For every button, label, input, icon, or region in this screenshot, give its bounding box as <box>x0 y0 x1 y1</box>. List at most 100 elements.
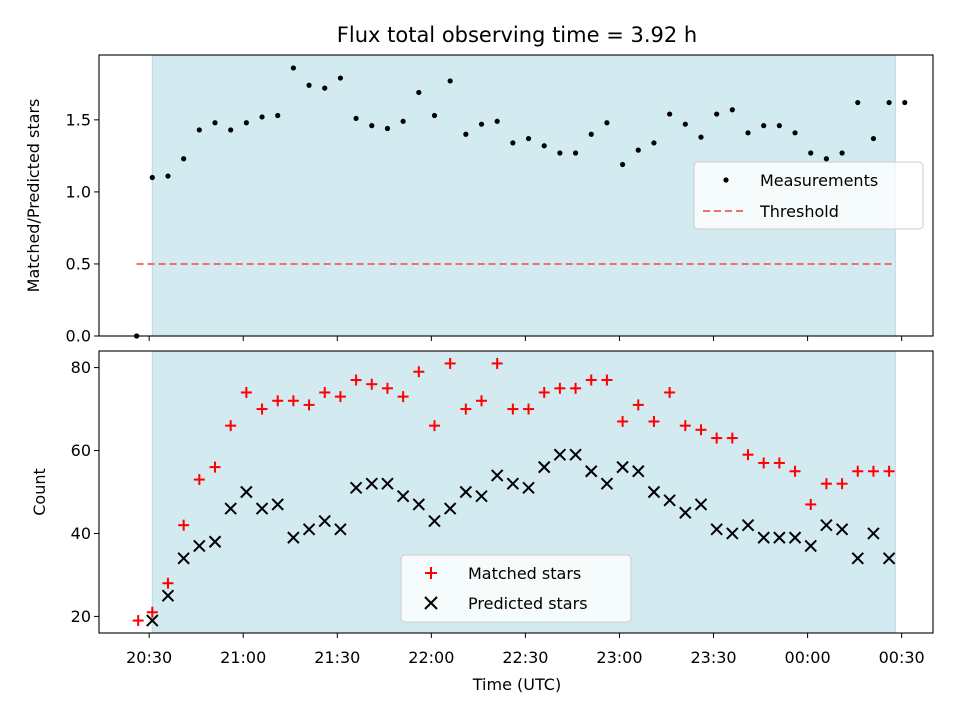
matched-star-point <box>178 519 190 531</box>
top-x-axis-ticks <box>148 336 903 341</box>
bottom-xtick-label: 20:30 <box>126 648 172 667</box>
matched-star-point <box>381 382 393 394</box>
measurement-point <box>165 173 171 179</box>
measurement-point <box>384 125 391 132</box>
predicted-star-point <box>835 523 849 536</box>
predicted-star-point <box>616 460 629 474</box>
predicted-star-point <box>412 498 426 511</box>
bottom-xtick-label: 22:30 <box>502 648 548 667</box>
matched-star-point <box>319 386 331 398</box>
predicted-star-point <box>161 589 175 602</box>
measurement-point <box>714 111 720 117</box>
measurement-point <box>761 123 767 129</box>
predicted-star-point <box>522 481 535 495</box>
matched-star-point <box>836 478 848 490</box>
legend-threshold-label: Threshold <box>759 202 839 221</box>
matched-star-point <box>272 395 284 407</box>
measurement-point <box>886 99 892 106</box>
measurement-point <box>870 135 877 142</box>
measurement-point <box>823 156 829 162</box>
measurement-point <box>149 174 155 181</box>
bottom-ytick-label: 20 <box>71 607 91 626</box>
matched-star-point <box>711 432 723 444</box>
matched-star-point <box>225 420 237 432</box>
measurement-point <box>808 150 814 156</box>
matched-star-point <box>758 457 770 469</box>
predicted-star-point <box>334 523 347 536</box>
top-y-axis-label: Matched/Predicted stars <box>24 99 43 293</box>
measurement-point <box>698 134 704 140</box>
bottom-xtick-label: 23:30 <box>690 648 736 667</box>
measurement-point <box>275 112 281 119</box>
legend-matched-label: Matched stars <box>468 564 581 583</box>
bottom-ytick-label: 60 <box>71 441 91 460</box>
matched-star-point <box>413 366 425 378</box>
measurement-point <box>259 114 265 120</box>
bottom-y-axis-label: Count <box>30 468 49 516</box>
measurement-point <box>525 135 532 142</box>
predicted-star-point <box>882 552 896 565</box>
measurement-point <box>635 147 641 153</box>
bottom-x-axis-ticks: 20:30 21:00 21:30 22:00 22:30 23:00 23:30 00:00… <box>126 633 925 667</box>
measurement-point <box>604 120 610 126</box>
measurement-point <box>228 127 234 133</box>
matched-star-point <box>570 382 582 394</box>
matched-star-point <box>444 357 456 369</box>
measurement-point <box>400 118 406 124</box>
matched-star-point <box>287 395 299 407</box>
measurement-point <box>322 85 328 91</box>
matched-star-point <box>256 403 268 415</box>
top-ytick-label: 0.5 <box>66 254 91 273</box>
matched-star-point <box>820 478 832 490</box>
predicted-star-point <box>679 506 692 519</box>
measurement-point <box>431 112 438 119</box>
matched-star-point <box>773 457 785 469</box>
matched-star-point <box>193 474 205 486</box>
measurement-point <box>557 150 563 156</box>
predicted-star-point <box>632 465 645 478</box>
matched-star-point <box>742 449 754 461</box>
measurement-point <box>447 78 453 84</box>
predicted-star-point <box>302 523 316 536</box>
matched-star-point <box>789 465 801 477</box>
predicted-star-point <box>788 531 802 544</box>
measurement-point <box>839 150 845 156</box>
measurement-point <box>212 120 218 126</box>
matched-star-point <box>585 374 597 386</box>
matched-star-point <box>554 382 566 394</box>
matched-star-point <box>695 424 707 436</box>
measurement-point <box>463 131 469 137</box>
predicted-star-point <box>741 518 755 532</box>
predicted-stars-points <box>146 448 896 627</box>
measurement-point <box>572 150 579 156</box>
measurement-point <box>792 130 798 136</box>
measurement-point <box>353 115 359 122</box>
predicted-star-point <box>647 485 661 499</box>
matched-star-point <box>538 386 550 398</box>
predicted-star-point <box>569 448 582 461</box>
predicted-star-point <box>820 518 833 532</box>
predicted-star-point <box>287 531 300 544</box>
legend-matched-marker <box>425 567 437 579</box>
matched-star-point <box>428 420 440 432</box>
predicted-star-point <box>365 477 378 490</box>
predicted-star-point <box>553 448 567 461</box>
measurement-point <box>745 130 751 136</box>
measurement-point <box>729 107 735 113</box>
predicted-star-point <box>443 502 457 515</box>
bottom-ytick-label: 40 <box>71 524 91 543</box>
predicted-star-point <box>318 514 331 528</box>
predicted-star-point <box>146 614 159 627</box>
measurement-point <box>902 99 908 106</box>
predicted-star-point <box>694 498 708 511</box>
matched-star-point <box>146 606 158 618</box>
matched-star-point <box>805 498 817 510</box>
matched-star-point <box>679 420 691 432</box>
bottom-xtick-label: 22:00 <box>408 648 454 667</box>
predicted-star-point <box>177 552 190 565</box>
matched-star-point <box>209 461 221 473</box>
matched-star-point <box>476 395 488 407</box>
top-ytick-label: 0.0 <box>66 327 91 346</box>
matched-star-point <box>867 465 879 477</box>
